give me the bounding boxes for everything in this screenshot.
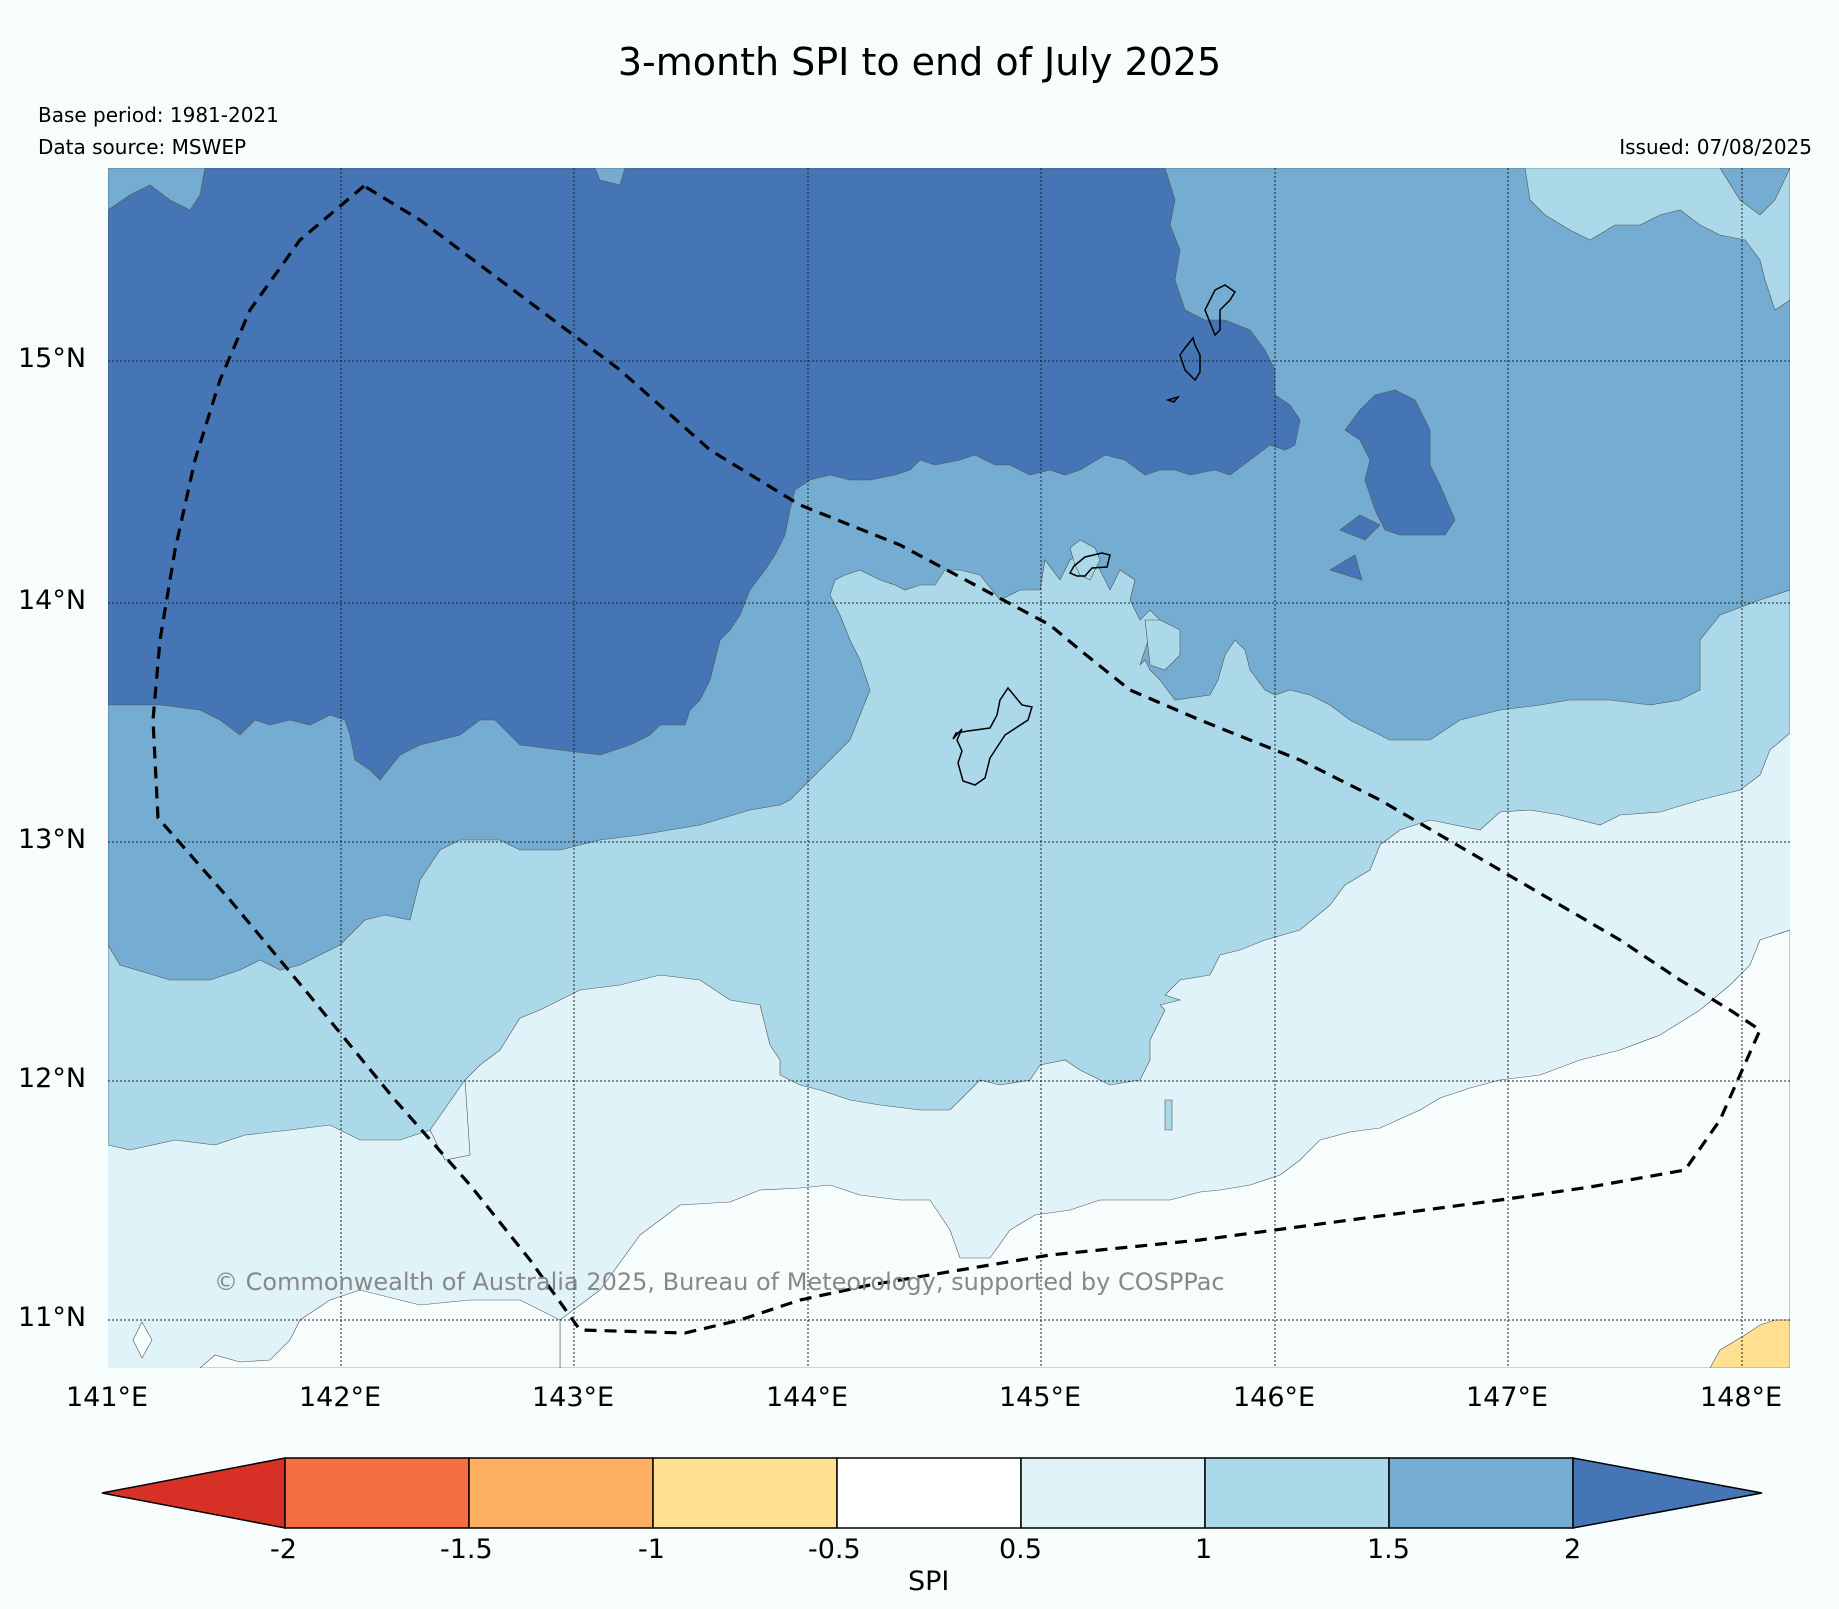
map-title: 3-month SPI to end of July 2025 [617,40,1222,84]
spi-patch-1-1p5-ne [1524,168,1790,311]
spi-map-plot-area [108,168,1790,1368]
colorbar [101,1457,1763,1529]
colorbar-tick: 2 [1564,1534,1582,1565]
gridlines [108,168,1790,1368]
colorbar-swatch [836,1457,1022,1529]
island-coastlines [952,284,1237,786]
colorbar-extend-low [101,1457,286,1529]
colorbar-swatch [1020,1457,1206,1529]
spi-patch-2plus-ne [1719,168,1790,216]
spi-patch-neutral-s [199,1289,561,1368]
lon-label-144e: 144°E [766,1382,849,1413]
eez-boundary-dashed [151,184,1763,1335]
lon-label-148e: 148°E [1700,1382,1783,1413]
colorbar-tick: -1 [638,1534,665,1565]
lat-label-14n: 14°N [18,585,87,616]
spi-band-neutral [559,929,1790,1368]
colorbar-label: SPI [908,1566,950,1597]
spi-patch-neutral-sw [132,1321,153,1359]
colorbar-extend-high [1572,1457,1763,1529]
colorbar-tick: -0.5 [808,1534,861,1565]
lat-label-12n: 12°N [18,1063,87,1094]
tinian-island [1179,336,1201,382]
colorbar-swatch [284,1457,470,1529]
spi-patch-above-2-e2 [1339,514,1381,541]
spi-patch-tiny [1164,1099,1173,1131]
spi-patch-1-1p5-islands [1069,539,1101,581]
spi-patch-above-2-e3 [1329,554,1363,581]
lat-label-15n: 15°N [18,343,87,374]
lon-label-146e: 146°E [1233,1382,1316,1413]
issued-date-text: Issued: 07/08/2025 [1619,135,1812,159]
colorbar-swatch [652,1457,838,1529]
guam-island [952,686,1033,786]
spi-patch-above-2-e [1344,389,1456,536]
lon-label-143e: 143°E [532,1382,615,1413]
colorbar-tick: -1.5 [440,1534,493,1565]
rota-island [1068,552,1111,577]
lon-label-141e: 141°E [66,1382,149,1413]
lon-label-142e: 142°E [299,1382,382,1413]
colorbar-swatch [1388,1457,1574,1529]
colorbar-tick: 1 [1195,1534,1213,1565]
aguijan-island [1165,395,1181,403]
colorbar-tick: 1.5 [1367,1534,1410,1565]
spi-band-above-2 [108,168,1301,781]
spi-patch-0p5-1-s [429,1079,471,1161]
spi-patch-1-1p5-e [1144,619,1181,671]
colorbar-tick: -2 [270,1534,297,1565]
saipan-island [1204,284,1237,337]
data-source-text: Data source: MSWEP [38,135,247,159]
colorbar-swatch [1204,1457,1390,1529]
colorbar-tick: 0.5 [999,1534,1042,1565]
colorbar-swatch [468,1457,654,1529]
lon-label-145e: 145°E [999,1382,1082,1413]
base-period-text: Base period: 1981-2021 [38,103,279,127]
spi-patch-dry-se [1709,1319,1790,1368]
copyright-text: © Commonwealth of Australia 2025, Bureau… [214,1268,1225,1296]
lat-label-11n: 11°N [18,1302,87,1333]
lat-label-13n: 13°N [18,824,87,855]
lon-label-147e: 147°E [1466,1382,1549,1413]
